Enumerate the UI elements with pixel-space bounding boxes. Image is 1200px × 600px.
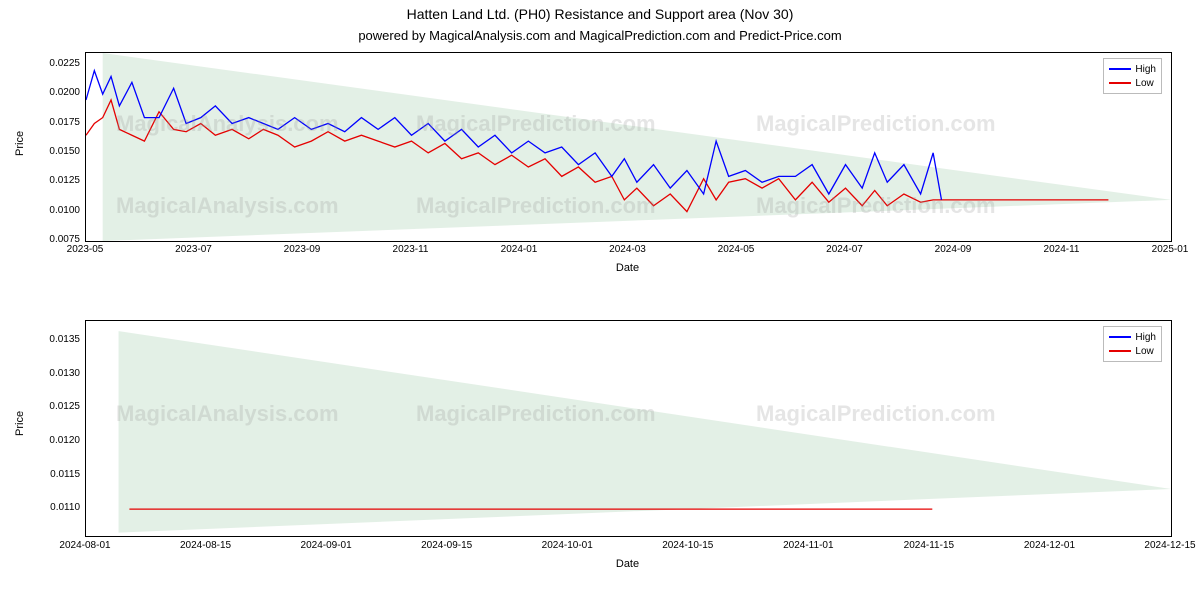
xtick-label: 2024-05 (706, 244, 766, 255)
xtick-label: 2025-01 (1140, 244, 1200, 255)
legend-bottom: High Low (1103, 326, 1162, 362)
legend-label-low: Low (1135, 78, 1153, 89)
xtick-label: 2024-10-01 (537, 540, 597, 551)
xtick-label: 2024-10-15 (658, 540, 718, 551)
legend-swatch-high (1109, 68, 1131, 70)
xtick-label: 2024-12-15 (1140, 540, 1200, 551)
xtick-label: 2024-08-01 (55, 540, 115, 551)
legend-item-low: Low (1109, 76, 1156, 90)
legend-item-high: High (1109, 330, 1156, 344)
ytick-label: 0.0150 (35, 146, 80, 157)
ytick-label: 0.0200 (35, 87, 80, 98)
xtick-label: 2024-12-01 (1019, 540, 1079, 551)
chart-bottom-svg (86, 321, 1171, 536)
ytick-label: 0.0115 (35, 469, 80, 480)
ytick-label: 0.0175 (35, 117, 80, 128)
xtick-label: 2023-09 (272, 244, 332, 255)
y-axis-label-bottom: Price (14, 416, 26, 436)
ytick-label: 0.0100 (35, 205, 80, 216)
xtick-label: 2024-01 (489, 244, 549, 255)
chart-panel-bottom: MagicalAnalysis.com MagicalPrediction.co… (85, 320, 1172, 537)
chart-title: Hatten Land Ltd. (PH0) Resistance and Su… (0, 6, 1200, 22)
legend-swatch-low (1109, 82, 1131, 84)
legend-label-high: High (1135, 64, 1156, 75)
ytick-label: 0.0225 (35, 58, 80, 69)
xtick-label: 2024-11-01 (778, 540, 838, 551)
ytick-label: 0.0120 (35, 435, 80, 446)
xtick-label: 2023-07 (164, 244, 224, 255)
xtick-label: 2024-11 (1032, 244, 1092, 255)
legend-label-high: High (1135, 332, 1156, 343)
xtick-label: 2024-07 (815, 244, 875, 255)
legend-item-low: Low (1109, 344, 1156, 358)
legend-top: High Low (1103, 58, 1162, 94)
ytick-label: 0.0125 (35, 175, 80, 186)
legend-swatch-low (1109, 350, 1131, 352)
xtick-label: 2024-11-15 (899, 540, 959, 551)
chart-subtitle: powered by MagicalAnalysis.com and Magic… (0, 28, 1200, 43)
chart-top-svg (86, 53, 1171, 241)
ytick-label: 0.0110 (35, 502, 80, 513)
legend-swatch-high (1109, 336, 1131, 338)
legend-label-low: Low (1135, 346, 1153, 357)
chart-panel-top: MagicalAnalysis.com MagicalPrediction.co… (85, 52, 1172, 242)
xtick-label: 2023-05 (55, 244, 115, 255)
ytick-label: 0.0130 (35, 368, 80, 379)
xtick-label: 2023-11 (381, 244, 441, 255)
x-axis-label-bottom: Date (85, 558, 1170, 570)
legend-item-high: High (1109, 62, 1156, 76)
xtick-label: 2024-08-15 (176, 540, 236, 551)
ytick-label: 0.0135 (35, 334, 80, 345)
xtick-label: 2024-09 (923, 244, 983, 255)
y-axis-label-top: Price (14, 136, 26, 156)
x-axis-label-top: Date (85, 262, 1170, 274)
xtick-label: 2024-03 (598, 244, 658, 255)
ytick-label: 0.0125 (35, 401, 80, 412)
xtick-label: 2024-09-15 (417, 540, 477, 551)
xtick-label: 2024-09-01 (296, 540, 356, 551)
